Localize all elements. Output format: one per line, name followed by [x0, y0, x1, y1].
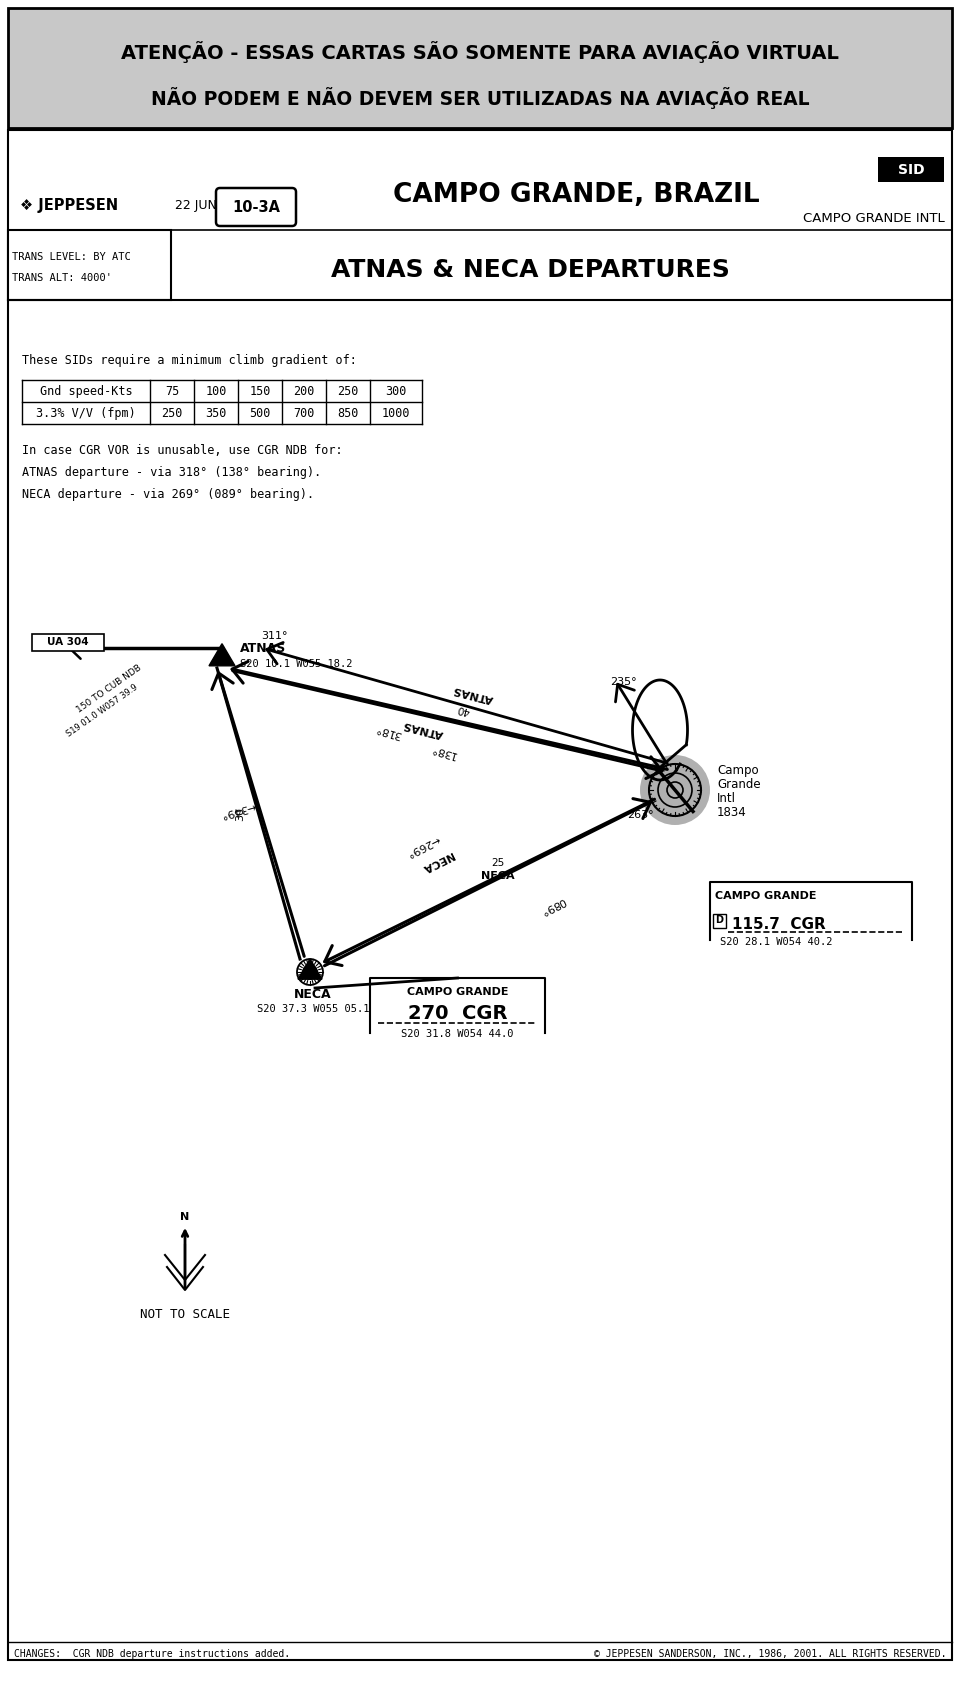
Text: CAMPO GRANDE: CAMPO GRANDE [715, 891, 817, 901]
Text: ATENÇÃO - ESSAS CARTAS SÃO SOMENTE PARA AVIAÇÃO VIRTUAL: ATENÇÃO - ESSAS CARTAS SÃO SOMENTE PARA … [121, 40, 839, 62]
Text: 089°: 089° [539, 895, 566, 917]
Text: 10-3A: 10-3A [232, 199, 280, 214]
Text: NECA departure - via 269° (089° bearing).: NECA departure - via 269° (089° bearing)… [22, 487, 314, 500]
Bar [713, 913, 726, 928]
Text: 40: 40 [456, 703, 471, 716]
Text: 138°: 138° [429, 743, 458, 760]
Text: Intl: Intl [717, 792, 736, 804]
Text: 250: 250 [161, 406, 182, 420]
Text: 318°: 318° [374, 723, 402, 740]
Text: ATNAS: ATNAS [240, 642, 286, 654]
Text: NECA: NECA [294, 987, 332, 1001]
Text: These SIDs require a minimum climb gradient of:: These SIDs require a minimum climb gradi… [22, 354, 357, 367]
Text: ATNAS: ATNAS [452, 684, 494, 704]
Text: 200: 200 [294, 384, 315, 398]
FancyBboxPatch shape [216, 189, 296, 226]
Text: Campo: Campo [717, 763, 758, 777]
Text: CHANGES:  CGR NDB departure instructions added.: CHANGES: CGR NDB departure instructions … [14, 1650, 290, 1660]
Text: S20 37.3 W055 05.1: S20 37.3 W055 05.1 [256, 1004, 370, 1014]
Text: 25: 25 [491, 858, 504, 868]
Text: 235°: 235° [610, 677, 636, 687]
Text: S19 01.0 W057 39.9: S19 01.0 W057 39.9 [65, 682, 139, 740]
Text: NECA: NECA [420, 849, 455, 873]
Circle shape [640, 755, 710, 826]
Text: 30: 30 [235, 807, 246, 821]
Text: In case CGR VOR is unusable, use CGR NDB for:: In case CGR VOR is unusable, use CGR NDB… [22, 443, 343, 457]
Text: 270  CGR: 270 CGR [408, 1004, 507, 1023]
Text: ATNAS: ATNAS [402, 719, 444, 740]
Text: 250: 250 [337, 384, 359, 398]
Bar [8, 8, 952, 128]
Text: 1834: 1834 [717, 805, 747, 819]
Text: S20 10.1 W055 18.2: S20 10.1 W055 18.2 [240, 659, 352, 669]
Text: NOT TO SCALE: NOT TO SCALE [140, 1309, 230, 1321]
Text: NÃO PODEM E NÃO DEVEM SER UTILIZADAS NA AVIAÇÃO REAL: NÃO PODEM E NÃO DEVEM SER UTILIZADAS NA … [151, 88, 809, 110]
Text: S20 31.8 W054 44.0: S20 31.8 W054 44.0 [401, 1030, 514, 1040]
Text: TRANS LEVEL: BY ATC: TRANS LEVEL: BY ATC [12, 253, 131, 261]
Text: CAMPO GRANDE INTL: CAMPO GRANDE INTL [804, 212, 945, 224]
Text: 3.3% V/V (fpm): 3.3% V/V (fpm) [36, 406, 136, 420]
Text: 700: 700 [294, 406, 315, 420]
Polygon shape [298, 959, 322, 979]
Bar [878, 157, 944, 182]
Text: Grande: Grande [717, 777, 760, 790]
Text: ←349°: ←349° [219, 800, 256, 819]
Text: S20 28.1 W054 40.2: S20 28.1 W054 40.2 [720, 937, 832, 947]
Text: SID: SID [898, 163, 924, 177]
Text: Gnd speed-Kts: Gnd speed-Kts [39, 384, 132, 398]
Text: 311°: 311° [261, 630, 287, 640]
Text: 150 TO CUB NDB: 150 TO CUB NDB [75, 662, 143, 714]
Text: 850: 850 [337, 406, 359, 420]
Polygon shape [209, 644, 235, 666]
Text: 100: 100 [205, 384, 227, 398]
Text: TRANS ALT: 4000': TRANS ALT: 4000' [12, 273, 112, 283]
Text: 500: 500 [250, 406, 271, 420]
Text: ←269°: ←269° [404, 834, 441, 859]
Text: UA 304: UA 304 [47, 637, 89, 647]
Text: ❖ JEPPESEN: ❖ JEPPESEN [20, 197, 118, 212]
Text: 75: 75 [165, 384, 180, 398]
Text: 115.7  CGR: 115.7 CGR [732, 917, 826, 932]
Text: D: D [715, 915, 723, 925]
Text: 150: 150 [250, 384, 271, 398]
Text: N: N [180, 1212, 190, 1222]
Text: NECA: NECA [481, 871, 515, 881]
Text: ATNAS & NECA DEPARTURES: ATNAS & NECA DEPARTURES [330, 258, 730, 281]
Text: CAMPO GRANDE, BRAZIL: CAMPO GRANDE, BRAZIL [394, 182, 760, 207]
Text: 1000: 1000 [382, 406, 410, 420]
Bar [8, 229, 171, 300]
Text: 350: 350 [205, 406, 227, 420]
Text: CAMPO GRANDE: CAMPO GRANDE [407, 987, 508, 998]
Text: 22 JUN 01: 22 JUN 01 [175, 199, 237, 212]
Text: 263°: 263° [627, 810, 654, 821]
Bar [32, 634, 104, 650]
Text: ATNAS departure - via 318° (138° bearing).: ATNAS departure - via 318° (138° bearing… [22, 465, 322, 479]
Text: © JEPPESEN SANDERSON, INC., 1986, 2001. ALL RIGHTS RESERVED.: © JEPPESEN SANDERSON, INC., 1986, 2001. … [593, 1650, 946, 1660]
Text: 300: 300 [385, 384, 407, 398]
